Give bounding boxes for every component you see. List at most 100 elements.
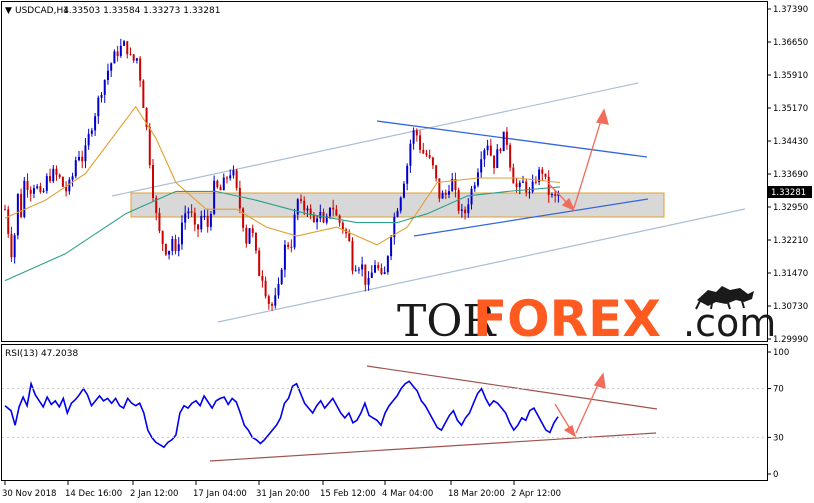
- candle-body: [113, 51, 116, 64]
- candle-body: [354, 270, 357, 272]
- time-tick-label: 31 Jan 20:00: [256, 489, 310, 499]
- price-tick-label: 1.33690: [773, 170, 808, 180]
- candle-body: [129, 54, 132, 56]
- candle-body: [470, 188, 473, 205]
- time-tick-label: 4 Mar 04:00: [382, 489, 433, 499]
- candle-body: [473, 185, 476, 189]
- candle-body: [116, 51, 119, 56]
- candle-body: [483, 150, 486, 160]
- candle-body: [161, 231, 164, 244]
- candle-body: [139, 58, 142, 81]
- candle-body: [193, 212, 196, 225]
- candle-body: [438, 178, 441, 199]
- candle-body: [531, 181, 534, 192]
- candle-body: [232, 170, 235, 176]
- candle-body: [322, 212, 325, 223]
- candle-body: [71, 176, 74, 180]
- candle-body: [290, 246, 293, 248]
- time-tick-label: 2 Jan 12:00: [130, 489, 178, 499]
- candle-body: [435, 165, 438, 179]
- candle-body: [274, 295, 277, 306]
- candle-body: [493, 155, 496, 169]
- candle-body: [496, 149, 499, 169]
- candle-body: [467, 204, 470, 214]
- candle-body: [544, 173, 547, 177]
- candle-body: [219, 187, 222, 191]
- support-trendline: [413, 198, 649, 237]
- candle-body: [402, 183, 405, 198]
- candle-body: [251, 228, 254, 233]
- candle-body: [132, 54, 135, 61]
- candle-body: [142, 80, 145, 108]
- candle-body: [348, 233, 351, 242]
- candle-body: [499, 149, 502, 152]
- candle-body: [361, 264, 364, 270]
- candle-body: [87, 133, 90, 146]
- candle-body: [235, 170, 238, 188]
- candle-body: [283, 244, 286, 270]
- candle-body: [518, 182, 521, 188]
- price-tick-label: 1.36650: [773, 38, 808, 48]
- rsi-series-group: [4, 380, 559, 449]
- candle-body: [148, 126, 151, 166]
- candle-body: [164, 243, 167, 255]
- candle-body: [480, 159, 483, 173]
- candle-body: [460, 209, 463, 211]
- candle-body: [547, 176, 550, 195]
- candle-body: [550, 194, 553, 196]
- candle-body: [486, 145, 489, 151]
- candle-body: [280, 269, 283, 284]
- candle-body: [428, 155, 431, 158]
- candle-body: [100, 94, 103, 98]
- time-tick-label: 17 Jan 04:00: [193, 489, 247, 499]
- candle-body: [393, 216, 396, 238]
- candle-body: [61, 176, 64, 187]
- price-tick-label: 1.32950: [773, 203, 808, 213]
- price-tick-label: 1.30730: [773, 302, 808, 312]
- candle-body: [245, 227, 248, 244]
- price-tick-label: 1.35910: [773, 71, 808, 81]
- candle-body: [238, 187, 241, 209]
- candle-body: [444, 193, 447, 195]
- brand-tor: TOR: [397, 296, 497, 347]
- candle-body: [525, 181, 528, 193]
- candle-body: [4, 209, 6, 211]
- rsi-tick-label: 70: [773, 385, 784, 395]
- candle-body: [190, 211, 193, 213]
- chart-dropdown-icon[interactable]: ▼: [5, 6, 12, 16]
- candle-body: [84, 145, 87, 162]
- candle-body: [306, 208, 309, 211]
- symbol-label: USDCAD,H4: [15, 6, 69, 16]
- candle-body: [39, 186, 42, 192]
- price-tick-label: 1.35170: [773, 104, 808, 114]
- channel-lower-line: [217, 208, 746, 323]
- rsi-support-trendline: [209, 432, 657, 462]
- candle-body: [515, 183, 518, 188]
- candle-body: [209, 213, 212, 227]
- candle-body: [123, 41, 126, 46]
- candle-body: [258, 250, 261, 277]
- candle-body: [422, 149, 425, 154]
- candle-body: [152, 165, 154, 198]
- candle-body: [296, 199, 299, 215]
- rsi-header: RSI(13) 47.2038: [5, 349, 78, 359]
- candle-body: [357, 269, 360, 271]
- candle-body: [287, 244, 290, 247]
- candle-body: [534, 181, 537, 183]
- current-price-label: 1.33281: [771, 188, 806, 198]
- rsi-axis: 100 70 30 0: [2, 348, 789, 480]
- candle-body: [206, 215, 209, 227]
- time-axis: 30 Nov 2018 14 Dec 16:00 2 Jan 12:00 17 Jan…: [2, 481, 561, 499]
- candle-body: [512, 167, 515, 184]
- candle-body: [135, 58, 138, 61]
- candle-body: [180, 222, 183, 245]
- candle-body: [328, 207, 331, 217]
- rsi-tick-label: 0: [773, 470, 778, 480]
- candle-body: [29, 189, 32, 194]
- candle-body: [364, 264, 367, 285]
- ohlc-values: 1.33503 1.33584 1.33273 1.33281: [63, 6, 220, 16]
- candle-body: [502, 131, 505, 152]
- candle-body: [78, 156, 80, 161]
- candle-body: [522, 181, 524, 183]
- candle-body: [374, 265, 376, 273]
